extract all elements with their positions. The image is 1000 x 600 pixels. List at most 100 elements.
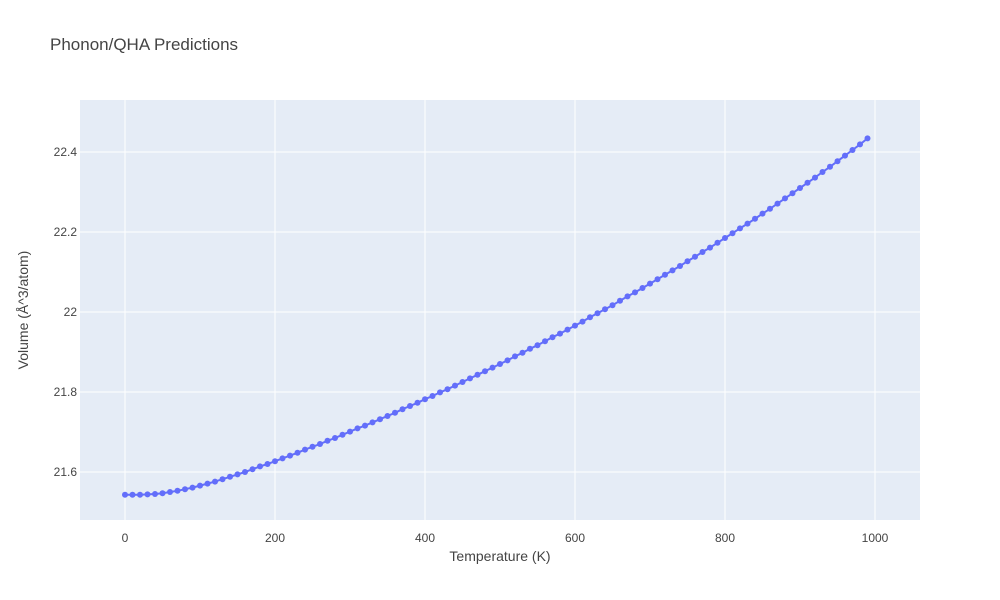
data-point <box>384 413 391 419</box>
data-point <box>617 297 623 304</box>
data-point <box>849 147 856 153</box>
data-point <box>737 225 743 232</box>
data-point <box>174 487 181 494</box>
data-point <box>377 416 383 423</box>
data-point <box>264 461 271 467</box>
data-point <box>594 310 601 317</box>
data-point <box>257 463 263 470</box>
data-point <box>654 276 661 283</box>
data-point <box>249 466 256 473</box>
data-point <box>459 379 466 385</box>
data-point <box>722 235 728 241</box>
data-point <box>467 375 473 382</box>
y-axis-label: Volume (Å^3/atom) <box>15 251 31 370</box>
x-tick-label: 200 <box>265 531 285 545</box>
data-point <box>819 169 826 175</box>
data-point <box>407 403 413 409</box>
data-point <box>294 449 301 456</box>
data-point <box>857 141 863 148</box>
data-point <box>797 185 803 191</box>
data-point <box>474 371 481 378</box>
data-point <box>609 302 616 309</box>
data-point <box>189 484 196 491</box>
data-point <box>489 364 496 371</box>
data-point <box>167 489 173 495</box>
data-point <box>587 314 593 321</box>
y-gridlines <box>80 151 920 473</box>
x-axis-label: Temperature (K) <box>449 548 550 564</box>
x-tick-label: 0 <box>122 531 129 545</box>
data-point <box>752 215 758 222</box>
data-point <box>362 422 368 429</box>
data-point <box>429 393 436 399</box>
data-point <box>392 409 398 416</box>
data-point <box>324 437 331 444</box>
series-line <box>125 137 869 496</box>
data-point <box>347 428 353 435</box>
data-point <box>542 338 548 345</box>
data-point <box>534 342 541 349</box>
x-tick-label: 600 <box>565 531 585 545</box>
y-tick-labels: 21.6 21.8 22 22.2 22.4 <box>54 145 78 479</box>
data-point <box>399 406 406 413</box>
y-tick-label: 22.2 <box>54 225 78 239</box>
data-point <box>129 491 136 498</box>
data-point <box>677 263 683 269</box>
data-point <box>669 267 676 274</box>
x-tick-label: 800 <box>715 531 735 545</box>
y-tick-label: 22.4 <box>54 145 78 159</box>
data-point <box>729 230 736 237</box>
chart-title: Phonon/QHA Predictions <box>50 35 238 54</box>
data-point <box>602 306 608 313</box>
y-tick-label: 22 <box>64 305 78 319</box>
data-point <box>864 135 871 142</box>
plot-area <box>80 100 920 520</box>
data-point <box>452 382 458 389</box>
data-point <box>317 441 323 447</box>
x-tick-label: 400 <box>415 531 435 545</box>
data-point <box>204 480 211 487</box>
data-point <box>834 158 841 165</box>
data-point <box>137 491 143 498</box>
data-point <box>497 361 503 367</box>
data-point <box>279 455 286 462</box>
data-point <box>759 210 766 217</box>
data-point <box>332 435 338 441</box>
data-point <box>144 491 151 498</box>
data-point <box>482 368 488 375</box>
data-point <box>242 469 248 475</box>
data-point <box>827 163 833 170</box>
data-point <box>624 293 631 300</box>
data-point <box>444 386 451 393</box>
data-point <box>519 349 526 356</box>
data-point <box>182 486 188 493</box>
data-point <box>744 220 751 227</box>
data-point <box>272 458 278 465</box>
data-point <box>632 289 638 296</box>
data-point <box>414 399 421 406</box>
y-tick-label: 21.8 <box>54 385 78 399</box>
data-point <box>219 476 226 483</box>
data-point <box>767 205 773 212</box>
y-tick-label: 21.6 <box>54 465 78 479</box>
data-point <box>437 389 443 396</box>
data-point <box>422 396 428 403</box>
x-tick-label: 1000 <box>862 531 889 545</box>
data-point <box>782 195 788 202</box>
data-point <box>197 482 203 489</box>
data-point <box>227 473 233 480</box>
data-point <box>152 491 158 497</box>
data-point <box>707 244 713 251</box>
x-gridlines <box>124 100 876 520</box>
series-markers <box>122 135 871 498</box>
data-point <box>572 322 578 329</box>
data-point <box>774 200 781 207</box>
data-point <box>287 452 293 459</box>
data-point <box>647 280 653 287</box>
data-point <box>369 419 376 426</box>
data-point <box>234 471 241 478</box>
data-point <box>692 253 698 260</box>
data-point <box>789 190 796 197</box>
data-point <box>804 179 811 186</box>
